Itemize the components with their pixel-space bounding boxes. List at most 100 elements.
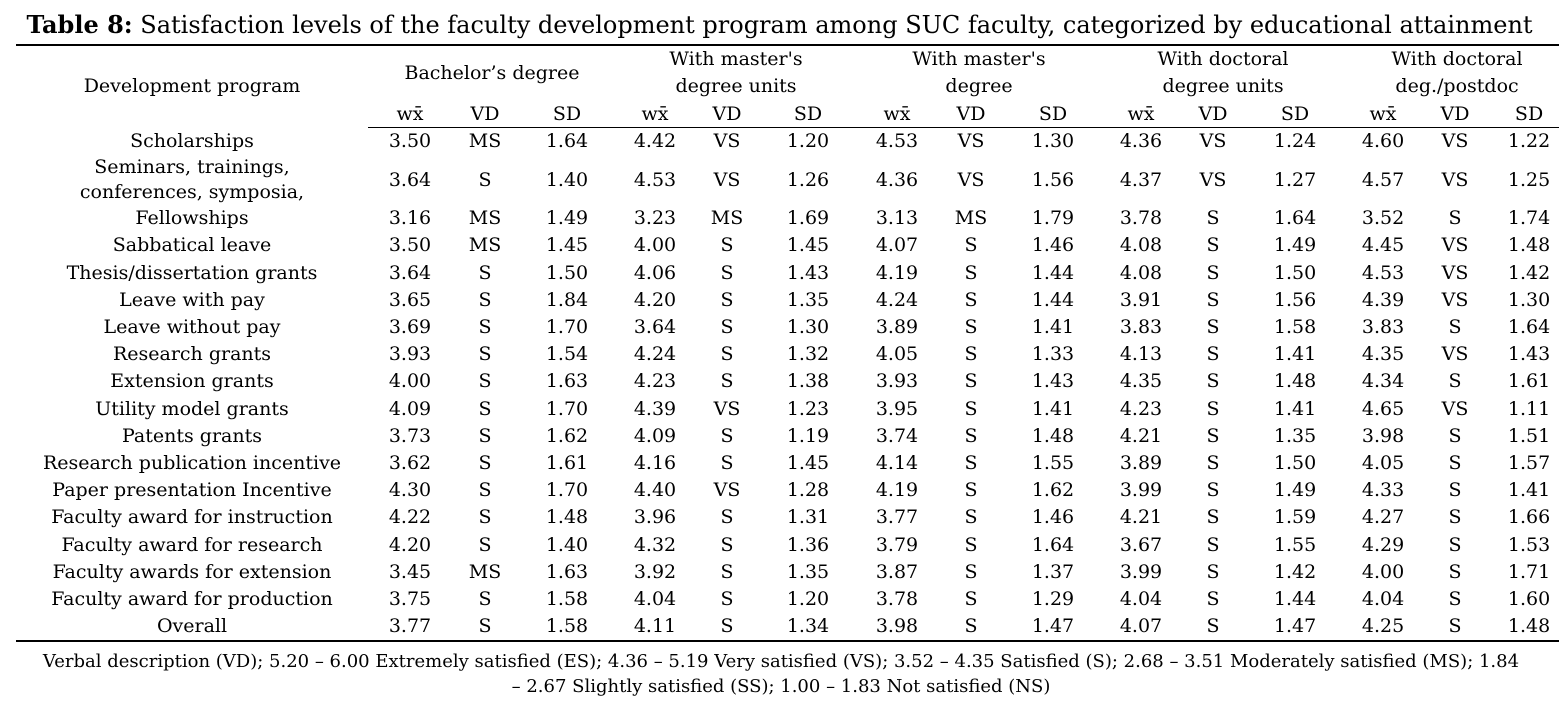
footnote-line1: Verbal description (VD); 5.20 – 6.00 Ext… <box>42 651 1520 672</box>
sd-cell: 1.43 <box>1031 370 1075 393</box>
vd-cell: MS <box>468 560 502 583</box>
vd-cell: S <box>964 560 978 583</box>
mean-cell: 3.98 <box>1361 424 1405 447</box>
vd-cell: S <box>964 451 978 474</box>
mean-cell: 4.20 <box>388 533 432 556</box>
vd-cell: VS <box>713 130 741 153</box>
sd-cell: 1.37 <box>1031 560 1075 583</box>
vd-cell: S <box>720 506 734 529</box>
mean-cell: 3.93 <box>388 343 432 366</box>
vd-cell: S <box>694 613 760 643</box>
vd-cell: S <box>1206 479 1220 502</box>
mean-cell: 3.99 <box>1119 479 1163 502</box>
program-name: Faculty award for research <box>61 533 323 556</box>
vd-cell: S <box>964 533 978 556</box>
sd-cell: 1.32 <box>786 343 830 366</box>
sd-cell: 1.70 <box>545 479 589 502</box>
sd-cell: 1.41 <box>1507 479 1551 502</box>
sd-cell: 1.22 <box>1507 130 1551 153</box>
sd-cell: 1.58 <box>518 613 616 643</box>
mean-cell: 4.16 <box>633 451 677 474</box>
table-body: Scholarships 3.50 MS 1.64 4.42 VS 1.20 4.53 VS 1.… <box>16 128 1559 643</box>
footnote-line2: – 2.67 Slightly satisfied (SS); 1.00 – 1… <box>511 676 1051 697</box>
vd-cell: S <box>1206 587 1220 610</box>
vd-cell: S <box>1206 207 1220 230</box>
sd-cell: 1.28 <box>786 479 830 502</box>
mean-cell: 3.13 <box>875 207 919 230</box>
program-name: Extension grants <box>110 370 274 393</box>
sd-cell: 1.43 <box>1507 343 1551 366</box>
vd-cell: VS <box>1441 234 1469 257</box>
mean-cell: 3.23 <box>633 207 677 230</box>
vd-cell: VS <box>1441 397 1469 420</box>
vd-cell: S <box>720 370 734 393</box>
vd-cell: S <box>720 451 734 474</box>
vd-cell: S <box>964 370 978 393</box>
sd-cell: 1.46 <box>1031 506 1075 529</box>
mean-cell: 4.00 <box>388 370 432 393</box>
mean-cell: 3.99 <box>1119 560 1163 583</box>
sd-cell: 1.44 <box>1031 261 1075 284</box>
vd-cell: S <box>1448 587 1462 610</box>
vd-cell: VS <box>1199 168 1227 191</box>
sd-cell: 1.26 <box>786 168 830 191</box>
table-row: Faculty award for research 4.20 S 1.40 4.32 S… <box>16 531 1559 558</box>
vd-cell: S <box>720 343 734 366</box>
mean-cell: 3.64 <box>388 261 432 284</box>
vd-cell: S <box>720 560 734 583</box>
mean-cell: 4.05 <box>875 343 919 366</box>
vd-cell: S <box>478 261 492 284</box>
vd-cell: VS <box>1441 343 1469 366</box>
sd-cell: 1.50 <box>545 261 589 284</box>
sd-cell: 1.30 <box>1507 288 1551 311</box>
sd-cell: 1.71 <box>1507 560 1551 583</box>
sd-cell: 1.27 <box>1273 168 1317 191</box>
mean-cell: 4.57 <box>1361 168 1405 191</box>
sd-cell: 1.54 <box>545 343 589 366</box>
vd-cell: S <box>478 533 492 556</box>
mean-cell: 3.93 <box>875 370 919 393</box>
mean-cell: 3.73 <box>388 424 432 447</box>
mean-cell: 3.92 <box>633 560 677 583</box>
table-row: Faculty awards for extension 3.45 MS 1.63 3.… <box>16 559 1559 586</box>
header-development-program: Development program <box>83 75 301 98</box>
mean-cell: 4.35 <box>1361 343 1405 366</box>
sd-cell: 1.35 <box>1273 424 1317 447</box>
mean-cell: 4.42 <box>633 130 677 153</box>
mean-cell: 4.36 <box>875 168 919 191</box>
mean-cell: 4.07 <box>875 234 919 257</box>
vd-cell: S <box>478 316 492 339</box>
sd-cell: 1.64 <box>1031 533 1075 556</box>
sd-cell: 1.61 <box>1507 370 1551 393</box>
mean-cell: 4.23 <box>633 370 677 393</box>
table-row: Leave without pay 3.69 S 1.70 3.64 S 1.30 3.89 S… <box>16 314 1559 341</box>
subheader-vd: VD <box>694 100 760 128</box>
sd-cell: 1.29 <box>1031 587 1075 610</box>
subheader-vd: VD <box>1422 100 1489 128</box>
mean-cell: 3.62 <box>388 451 432 474</box>
sd-cell: 1.64 <box>1273 207 1317 230</box>
mean-cell: 4.08 <box>1119 234 1163 257</box>
table-row: Utility model grants 4.09 S 1.70 4.39 VS 1.23 3… <box>16 396 1559 423</box>
sd-cell: 1.36 <box>786 533 830 556</box>
mean-cell: 4.20 <box>633 288 677 311</box>
vd-cell: S <box>1448 207 1462 230</box>
sd-cell: 1.19 <box>786 424 830 447</box>
vd-cell: VS <box>1441 130 1469 153</box>
sd-cell: 1.84 <box>545 288 589 311</box>
sd-cell: 1.63 <box>545 370 589 393</box>
vd-cell: S <box>964 479 978 502</box>
sd-cell: 1.56 <box>1273 288 1317 311</box>
mean-cell: 3.89 <box>1119 451 1163 474</box>
sd-cell: 1.48 <box>1273 370 1317 393</box>
vd-cell: S <box>478 288 492 311</box>
mean-cell: 3.96 <box>633 506 677 529</box>
vd-cell: S <box>478 424 492 447</box>
mean-cell: 3.67 <box>1119 533 1163 556</box>
header-group-masters-units: With master's degree units <box>616 45 856 100</box>
mean-cell: 3.45 <box>388 560 432 583</box>
table-caption: Table 8: Satisfaction levels of the facu… <box>0 10 1559 39</box>
sd-cell: 1.48 <box>545 506 589 529</box>
vd-cell: VS <box>1441 168 1469 191</box>
mean-cell: 3.64 <box>388 168 432 191</box>
